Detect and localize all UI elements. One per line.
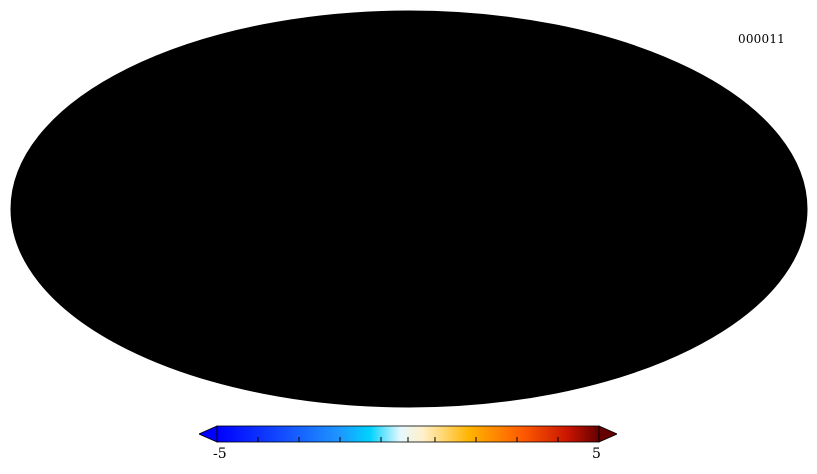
colorbar-max-label: 5 (592, 446, 601, 462)
colorbar-min-label: -5 (213, 446, 227, 462)
colorbar-min-extension (199, 425, 218, 443)
sky-map-field (11, 11, 807, 407)
map-id-label: 000011 (738, 32, 786, 46)
colorbar-ticks (216, 437, 600, 442)
colorbar-max-extension (598, 425, 617, 443)
map-outline (10, 10, 808, 408)
colorbar (199, 425, 617, 443)
